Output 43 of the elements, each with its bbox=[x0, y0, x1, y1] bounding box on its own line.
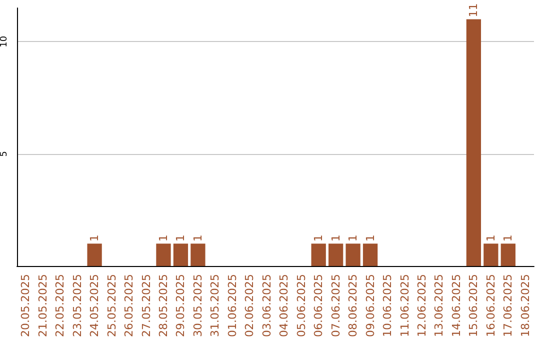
x-tick-label: 16.06.2025 bbox=[484, 274, 498, 338]
x-tick-label: 08.06.2025 bbox=[346, 274, 360, 338]
x-tick-label: 21.05.2025 bbox=[36, 274, 50, 338]
y-tick-label: 5 bbox=[0, 150, 10, 157]
y-tick-label: 10 bbox=[0, 36, 10, 48]
x-tick-label: 12.06.2025 bbox=[415, 274, 428, 338]
x-tick-label: 30.05.2025 bbox=[191, 274, 204, 338]
data-label: 1 bbox=[312, 234, 326, 242]
x-tick-label: 24.05.2025 bbox=[88, 274, 102, 338]
x-tick-label: 01.06.2025 bbox=[226, 274, 239, 338]
x-tick-label: 11.06.2025 bbox=[398, 274, 412, 338]
data-label: 1 bbox=[156, 234, 170, 242]
data-label: 11 bbox=[467, 3, 480, 18]
x-tick-label: 07.06.2025 bbox=[329, 274, 342, 338]
x-tick-label: 22.05.2025 bbox=[54, 274, 67, 338]
x-tick-label: 26.05.2025 bbox=[122, 274, 136, 338]
data-label: 1 bbox=[502, 234, 515, 242]
data-label: 1 bbox=[191, 234, 204, 242]
x-tick-label: 04.06.2025 bbox=[278, 274, 291, 338]
x-tick-label: 25.05.2025 bbox=[105, 274, 118, 338]
x-tick-label: 17.06.2025 bbox=[502, 274, 515, 338]
x-tick-label: 14.06.2025 bbox=[450, 274, 463, 338]
data-label: 1 bbox=[346, 234, 360, 242]
x-tick-label: 03.06.2025 bbox=[260, 274, 274, 338]
x-tick-label: 23.05.2025 bbox=[70, 274, 84, 338]
x-tick-label: 05.06.2025 bbox=[294, 274, 308, 338]
x-tick-label: 02.06.2025 bbox=[243, 274, 256, 338]
x-tick-label: 28.05.2025 bbox=[156, 274, 170, 338]
x-tick-label: 31.05.2025 bbox=[208, 274, 222, 338]
x-tick-label: 06.06.2025 bbox=[312, 274, 326, 338]
x-tick-label: 13.06.2025 bbox=[432, 274, 446, 338]
data-label: 1 bbox=[329, 234, 342, 242]
x-tick-label: 20.05.2025 bbox=[19, 274, 32, 338]
x-tick-label: 10.06.2025 bbox=[381, 274, 394, 338]
x-tick-label: 27.05.2025 bbox=[140, 274, 153, 338]
x-tick-label: 29.05.2025 bbox=[174, 274, 188, 338]
data-label: 1 bbox=[484, 234, 498, 242]
x-tick-label: 15.06.2025 bbox=[467, 274, 480, 338]
x-tick-label: 18.06.2025 bbox=[518, 274, 532, 338]
x-tick-label: 09.06.2025 bbox=[364, 274, 377, 338]
data-label: 1 bbox=[364, 234, 377, 242]
data-label: 1 bbox=[88, 234, 102, 242]
data-label: 1 bbox=[174, 234, 188, 242]
